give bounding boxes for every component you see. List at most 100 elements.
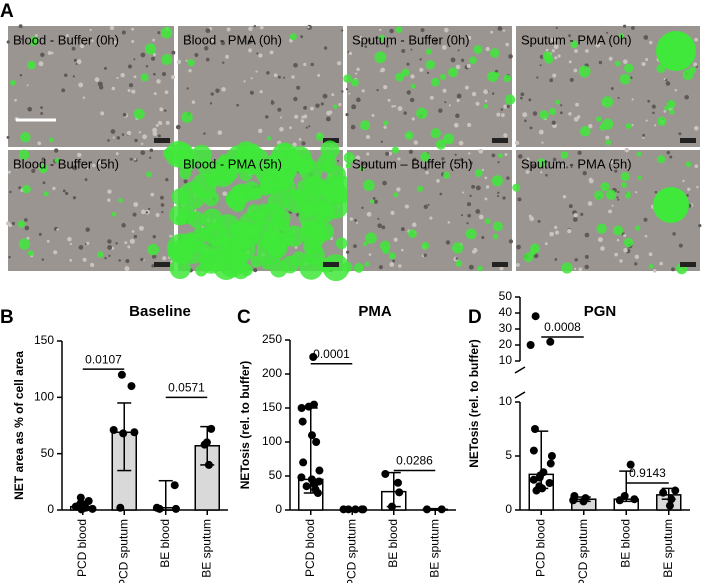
cell <box>460 214 463 217</box>
cell <box>338 102 342 107</box>
cell <box>156 79 161 84</box>
cell <box>152 131 158 137</box>
cell <box>142 134 147 140</box>
cell <box>250 77 253 80</box>
net-stain <box>542 51 552 61</box>
cell <box>225 54 229 59</box>
net-stain <box>315 132 325 141</box>
cell <box>393 237 398 242</box>
cell <box>549 231 554 237</box>
cell <box>506 104 510 109</box>
cell <box>696 185 699 189</box>
cell <box>584 254 589 259</box>
cell <box>134 138 138 143</box>
cell <box>568 112 572 116</box>
cell <box>419 58 422 61</box>
x-tick-label: PCD sputum <box>344 519 358 583</box>
cell <box>159 107 164 112</box>
cell <box>6 40 10 44</box>
cell <box>183 179 188 184</box>
cell <box>391 105 394 108</box>
data-point <box>109 426 118 435</box>
cell <box>138 225 144 231</box>
image-label: Blood - PMA (0h) <box>183 32 282 47</box>
cell <box>249 90 254 95</box>
data-point <box>530 425 539 433</box>
cell <box>293 62 298 68</box>
net-stain <box>229 221 247 238</box>
cell <box>115 152 119 156</box>
net-stain <box>491 175 504 187</box>
cell <box>562 164 566 168</box>
cell <box>649 40 653 45</box>
cell <box>584 264 589 270</box>
net-stain <box>281 255 299 274</box>
cell <box>277 75 281 79</box>
net-stain <box>620 171 630 181</box>
net-stain <box>335 237 348 250</box>
cell <box>466 222 469 225</box>
y-tick-label: 150 <box>34 333 54 347</box>
cell <box>296 85 301 90</box>
cell <box>500 108 504 111</box>
cell <box>441 157 445 161</box>
cell <box>8 255 11 259</box>
cell <box>355 72 358 75</box>
net-stain <box>549 108 557 116</box>
net-stain <box>455 260 463 267</box>
cell <box>608 209 613 214</box>
net-stain <box>303 236 323 256</box>
y-tick-label: 30 <box>499 321 513 335</box>
cell <box>472 249 477 254</box>
cell <box>80 44 85 49</box>
cell <box>118 259 121 262</box>
data-point <box>394 478 403 487</box>
net-stain <box>474 169 483 177</box>
net-stain <box>160 27 173 39</box>
net-stain <box>561 262 573 274</box>
y-tick-label: 40 <box>499 305 513 319</box>
cell <box>390 264 393 267</box>
cell <box>61 88 66 93</box>
cell <box>424 167 428 171</box>
cell <box>484 176 488 180</box>
net-stain <box>452 242 464 254</box>
cell <box>377 223 383 229</box>
cell <box>520 96 523 100</box>
net-stain <box>317 200 335 218</box>
cell <box>404 204 409 209</box>
cell <box>466 63 471 69</box>
cell <box>652 269 657 273</box>
cell <box>588 123 593 129</box>
data-point <box>667 495 676 504</box>
data-point <box>76 499 85 508</box>
cell <box>112 136 115 139</box>
cell <box>138 131 142 134</box>
cell <box>310 106 314 111</box>
cell <box>160 195 164 200</box>
image-label: Sputum - Buffer (0h) <box>352 32 470 47</box>
cell <box>554 56 558 60</box>
cell <box>293 96 298 102</box>
cell <box>421 37 424 40</box>
cell <box>72 165 78 171</box>
cell <box>140 150 146 156</box>
cell <box>52 186 56 191</box>
net-stain <box>605 139 612 146</box>
cell <box>400 227 405 232</box>
cell <box>40 106 43 110</box>
cell <box>300 119 305 123</box>
net-stain <box>289 152 301 164</box>
cell <box>121 223 126 228</box>
cell <box>151 264 155 268</box>
scale-label <box>323 138 339 143</box>
net-stain <box>492 221 503 232</box>
data-point <box>665 501 674 510</box>
cell <box>540 171 543 174</box>
net-stain <box>327 165 347 185</box>
cell <box>617 198 620 201</box>
y-tick-label: 50 <box>499 289 513 303</box>
cell <box>217 130 223 135</box>
cell <box>41 157 46 161</box>
net-stain <box>410 83 416 89</box>
